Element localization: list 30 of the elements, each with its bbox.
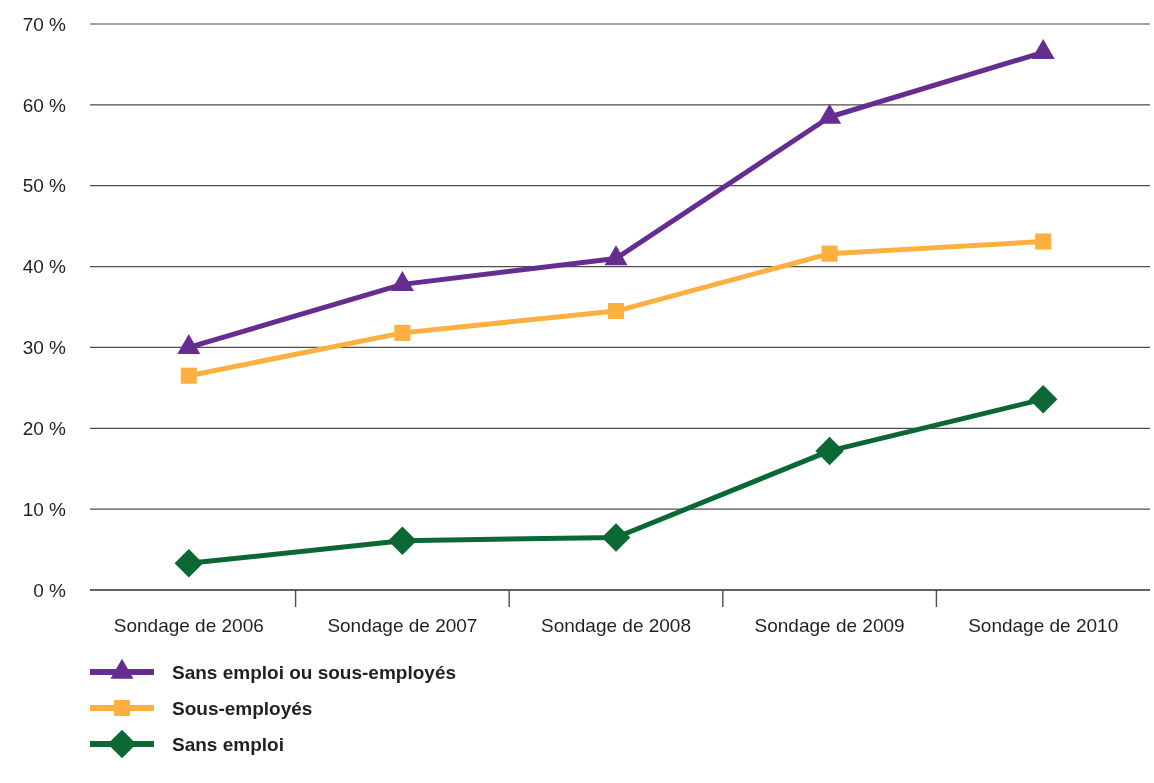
point [394,324,411,341]
point [607,302,625,320]
point [818,103,842,124]
y-tick-label: 0 % [33,579,67,601]
y-tick-label: 70 % [22,13,67,35]
y-tick-label: 20 % [22,417,67,439]
x-tick-label: Sondage de 2009 [754,615,905,636]
point [604,245,628,266]
legend-label: Sans emploi ou sous-employés [172,661,457,683]
point [177,334,201,355]
y-tick-label: 50 % [22,175,67,197]
x-tick-label: Sondage de 2010 [968,615,1119,636]
point [180,367,197,384]
point [174,549,204,578]
legend-label: Sous-employés [172,697,313,719]
x-tick-label: Sondage de 2008 [540,615,692,636]
point [601,523,631,552]
y-tick-label: 30 % [22,337,67,359]
y-tick-label: 10 % [22,498,67,520]
x-tick-label: Sondage de 2007 [327,615,478,636]
y-tick-label: 40 % [22,256,67,278]
x-tick-label: Sondage de 2006 [113,615,264,636]
point [1028,384,1058,414]
point [815,436,844,466]
point [1031,38,1055,59]
legend-label: Sans emploi [172,733,284,755]
point [388,526,417,555]
point [821,245,838,262]
y-tick-label: 60 % [22,94,67,116]
point [390,271,414,292]
